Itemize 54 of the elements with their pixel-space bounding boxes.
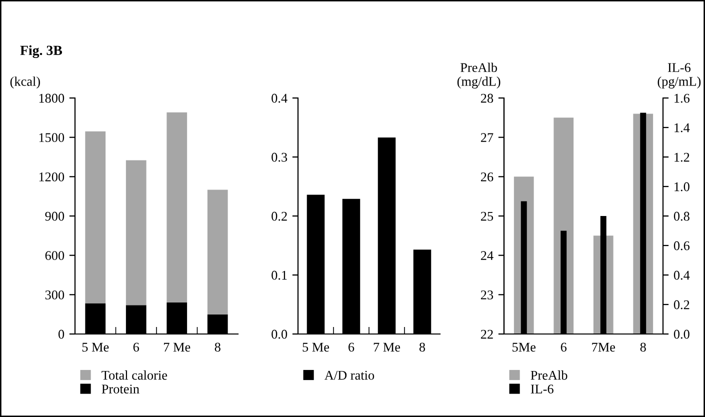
- y-tick-label: 900: [45, 212, 64, 221]
- chart-title: Fig. 3B: [20, 45, 62, 58]
- y-tick-label: 0.3: [272, 152, 288, 162]
- legend-label: PreAlb: [530, 370, 568, 380]
- x-tick-label: 5 Me: [82, 342, 109, 352]
- bar: [85, 131, 106, 304]
- y-tick-label: 25: [480, 212, 494, 221]
- y2-tick-label: 1.4: [674, 123, 690, 132]
- y2-tick-label: 0.8: [674, 212, 690, 221]
- y-tick-label: 1200: [39, 172, 64, 182]
- x-tick-label: 8: [640, 342, 646, 352]
- y2-tick-label: 0.2: [674, 300, 690, 310]
- bar: [166, 112, 188, 303]
- y-tick-label: 24: [480, 251, 494, 260]
- y-tick-label: 300: [45, 290, 64, 300]
- y-tick-label: 28: [480, 94, 494, 103]
- x-tick-label: 7Me: [592, 342, 616, 352]
- legend-label: Protein: [102, 384, 140, 394]
- x-tick-label: 6: [133, 342, 140, 352]
- y-tick-label: 26: [480, 172, 494, 182]
- y-axis-title: (kcal): [10, 76, 40, 89]
- bar: [126, 160, 146, 306]
- y-tick-label: 0.1: [272, 270, 287, 280]
- y-tick-label: 27: [480, 133, 494, 142]
- legend-label: A/D ratio: [324, 370, 374, 380]
- x-tick-label: 6: [348, 342, 354, 352]
- y2-tick-label: 1.2: [674, 152, 690, 162]
- x-tick-label: 8: [419, 342, 426, 352]
- y-tick-label: 0.4: [272, 94, 288, 103]
- y2-tick-label: 0.6: [674, 241, 690, 250]
- y-tick-label: 0: [58, 330, 64, 339]
- legend-label: Total calorie: [102, 370, 168, 380]
- x-tick-label: 7 Me: [374, 342, 400, 352]
- x-tick-label: 5 Me: [302, 342, 330, 352]
- y2-tick-label: 0.4: [674, 270, 690, 280]
- y-tick-label: 1800: [39, 94, 64, 103]
- x-tick-label: 6: [560, 342, 567, 352]
- x-tick-label: 5Me: [512, 342, 536, 352]
- y2-tick-label: 1.6: [674, 94, 690, 103]
- y-tick-label: 1500: [39, 133, 64, 142]
- y2-tick-label: 0.0: [674, 330, 690, 339]
- x-tick-label: 7 Me: [164, 342, 190, 352]
- x-tick-label: 8: [214, 342, 220, 352]
- y-tick-label: 22: [480, 330, 493, 339]
- y-tick-label: 0.0: [272, 330, 288, 339]
- bar: [207, 190, 228, 314]
- y-axis-title: PreAlb (mg/dL): [457, 62, 500, 89]
- y2-axis-title: IL-6 (pg/mL): [658, 63, 701, 89]
- y-tick-label: 0.2: [272, 212, 287, 221]
- legend-label: IL-6: [530, 384, 554, 394]
- y2-tick-label: 1.0: [674, 182, 690, 192]
- bar: [560, 230, 567, 334]
- y-tick-label: 23: [480, 290, 494, 300]
- y-tick-label: 600: [45, 251, 64, 260]
